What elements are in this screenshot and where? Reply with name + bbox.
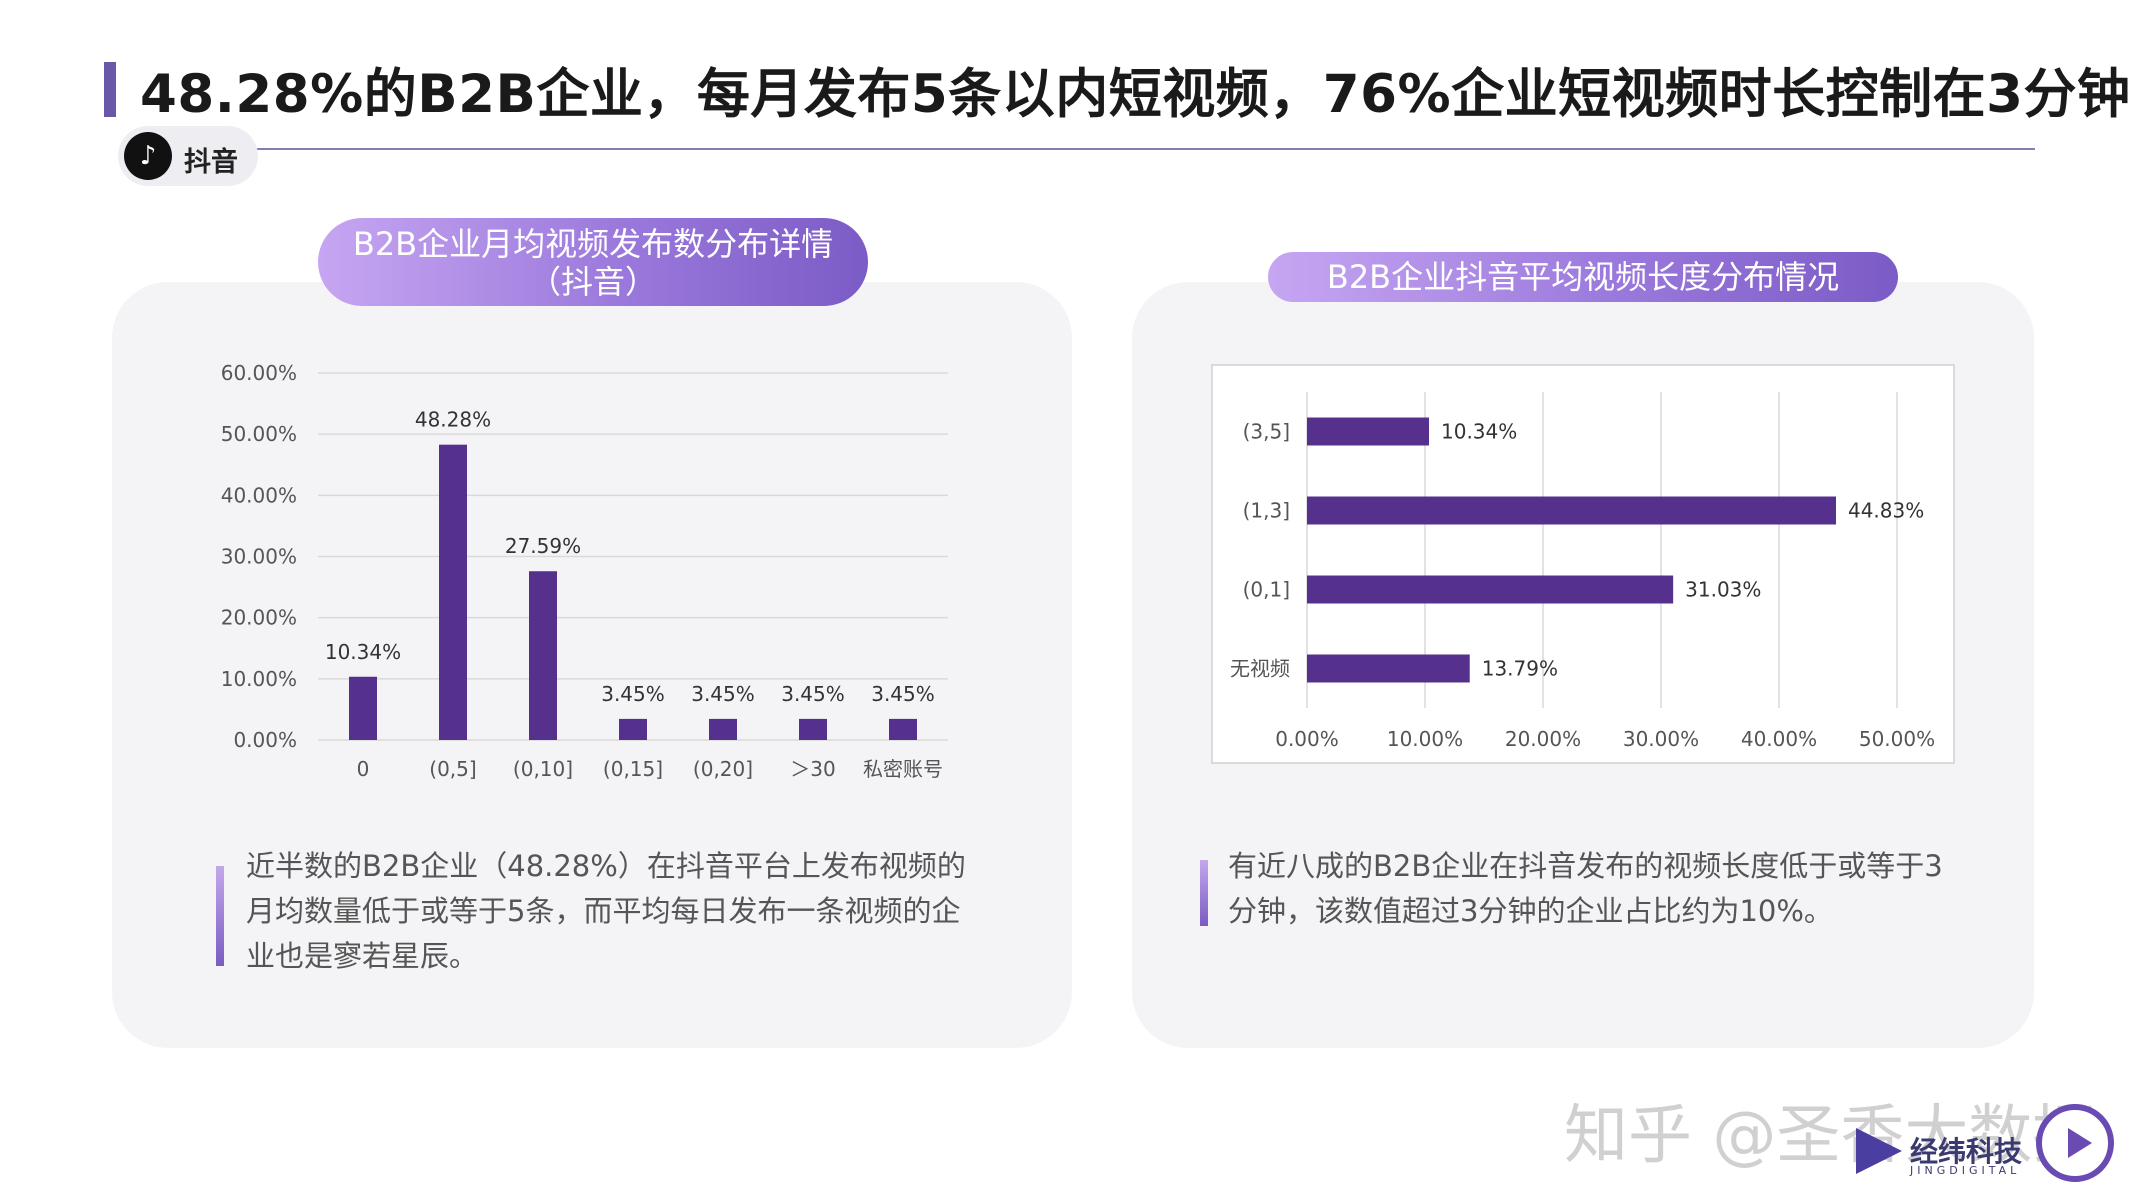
y-tick-label: 30.00%	[221, 545, 297, 569]
page-title: 48.28%的B2B企业，每月发布5条以内短视频，76%企业短视频时长控制在3分…	[140, 64, 2131, 125]
brand-logo-text: 经纬科技	[1910, 1135, 2023, 1168]
y-tick-label: 50.00%	[221, 422, 297, 446]
data-label: 31.03%	[1685, 578, 1761, 602]
bar	[439, 444, 467, 740]
x-tick-label: 0.00%	[1275, 727, 1339, 751]
left-chart-note: 近半数的B2B企业（48.28%）在抖音平台上发布视频的月均数量低于或等于5条，…	[246, 849, 966, 973]
y-tick-label: (1,3]	[1243, 499, 1290, 523]
left-chart-title-line1: B2B企业月均视频发布数分布详情	[352, 225, 834, 263]
title-accent-bar	[104, 62, 116, 117]
x-tick-label: (0,5]	[429, 757, 476, 781]
data-label: 10.34%	[1441, 420, 1517, 444]
y-tick-label: 40.00%	[221, 483, 297, 507]
bar	[889, 718, 917, 740]
x-tick-label: 0	[357, 757, 370, 781]
tiktok-icon	[124, 132, 172, 180]
header-divider	[255, 148, 2035, 150]
x-tick-label: 私密账号	[863, 757, 943, 781]
bar	[349, 676, 377, 740]
x-tick-label: ＞30	[790, 757, 835, 781]
right-note-accent	[1200, 860, 1208, 926]
bar	[709, 718, 737, 740]
bar	[619, 718, 647, 740]
brand-logo-subtext: JINGDIGITAL	[1910, 1164, 2021, 1177]
y-tick-label: (0,1]	[1243, 578, 1290, 602]
data-label: 3.45%	[691, 682, 755, 706]
data-label: 27.59%	[505, 534, 581, 558]
data-label: 13.79%	[1482, 657, 1558, 681]
bar	[799, 718, 827, 740]
left-chart-title: B2B企业月均视频发布数分布详情 （抖音）	[318, 218, 868, 306]
y-tick-label: (3,5]	[1243, 420, 1290, 444]
y-tick-label: 无视频	[1230, 657, 1290, 681]
bar	[1307, 417, 1430, 446]
bar	[1307, 654, 1470, 683]
left-chart-panel	[112, 282, 1072, 1048]
y-tick-label: 20.00%	[221, 606, 297, 630]
play-icon	[2036, 1104, 2114, 1182]
left-chart-title-line2: （抖音）	[528, 263, 657, 301]
x-tick-label: 30.00%	[1623, 727, 1699, 751]
data-label: 10.34%	[325, 640, 401, 664]
x-tick-label: 50.00%	[1859, 727, 1935, 751]
right-chart-note: 有近八成的B2B企业在抖音发布的视频长度低于或等于3分钟，该数值超过3分钟的企业…	[1228, 849, 1943, 928]
x-tick-label: (0,20]	[693, 757, 753, 781]
y-tick-label: 10.00%	[221, 667, 297, 691]
left-note-accent	[216, 866, 224, 966]
bar	[1307, 575, 1674, 604]
x-tick-label: 10.00%	[1387, 727, 1463, 751]
data-label: 3.45%	[871, 682, 935, 706]
x-tick-label: 20.00%	[1505, 727, 1581, 751]
zhihu-watermark: 知乎 @圣香大数据	[1564, 1099, 2097, 1173]
data-label: 3.45%	[781, 682, 845, 706]
data-label: 3.45%	[601, 682, 665, 706]
bar	[1307, 496, 1836, 525]
x-tick-label: (0,15]	[603, 757, 663, 781]
platform-label: 抖音	[184, 147, 238, 178]
data-label: 44.83%	[1848, 499, 1924, 523]
bar	[529, 571, 557, 740]
x-tick-label: 40.00%	[1741, 727, 1817, 751]
y-tick-label: 60.00%	[221, 361, 297, 385]
x-tick-label: (0,10]	[513, 757, 573, 781]
right-chart-title: B2B企业抖音平均视频长度分布情况	[1268, 252, 1898, 302]
data-label: 48.28%	[415, 408, 491, 432]
y-tick-label: 0.00%	[233, 728, 297, 752]
